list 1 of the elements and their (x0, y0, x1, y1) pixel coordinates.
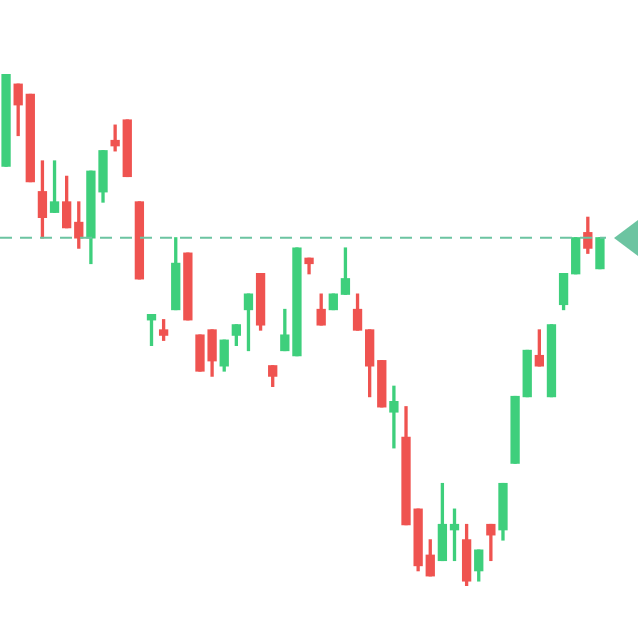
candlestick (389, 385, 399, 449)
